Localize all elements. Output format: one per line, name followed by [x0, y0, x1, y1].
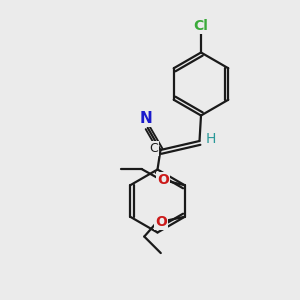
Text: O: O [157, 173, 169, 187]
Text: Cl: Cl [194, 19, 208, 32]
Text: C: C [149, 142, 158, 155]
Text: O: O [155, 215, 167, 229]
Text: H: H [206, 133, 216, 146]
Text: N: N [140, 111, 153, 126]
